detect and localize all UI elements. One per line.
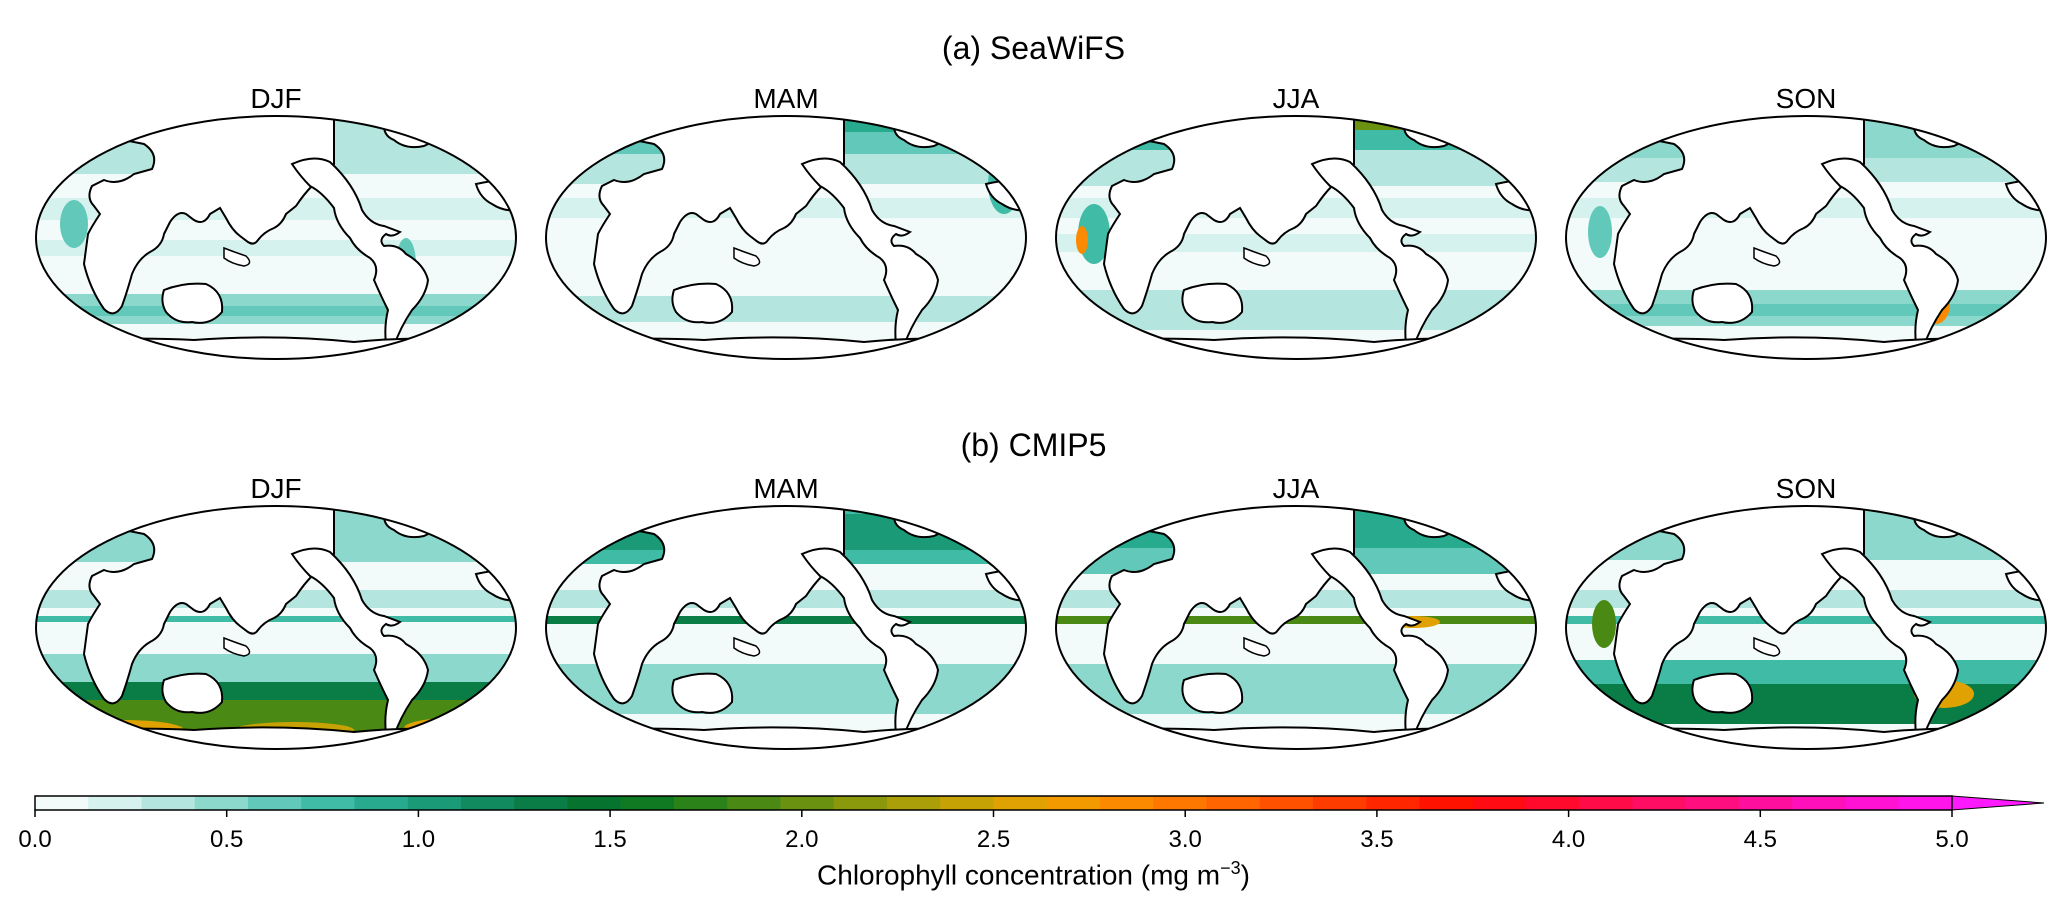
colorbar-cell bbox=[1526, 796, 1580, 810]
colorbar-cell bbox=[567, 796, 622, 810]
colorbar-cell bbox=[88, 796, 143, 810]
colorbar-cell bbox=[248, 796, 302, 810]
colorbar-tick-label: 3.0 bbox=[1168, 826, 1202, 853]
colorbar-cell bbox=[461, 796, 515, 810]
colorbar-cell bbox=[1472, 796, 1527, 810]
colorbar-cell bbox=[887, 796, 941, 810]
colorbar-tick-label: 2.0 bbox=[785, 826, 819, 853]
colorbar-cell bbox=[1046, 796, 1101, 810]
colorbar-label-main: Chlorophyll concentration (mg m bbox=[817, 859, 1221, 891]
colorbar-cell bbox=[1632, 796, 1687, 810]
map-seawifs-jja bbox=[1055, 115, 1537, 360]
colorbar-tick-label: 0.0 bbox=[18, 826, 52, 853]
colorbar-cell bbox=[1845, 796, 1900, 810]
colorbar bbox=[34, 795, 2045, 817]
map-seawifs-mam bbox=[545, 115, 1027, 360]
colorbar-tick-label: 1.0 bbox=[401, 826, 436, 853]
colorbar-tick-label: 3.5 bbox=[1360, 826, 1394, 853]
colorbar-extend-triangle bbox=[1951, 795, 2045, 811]
colorbar-label-exponent: −3 bbox=[1220, 858, 1241, 878]
colorbar-cell bbox=[35, 796, 89, 810]
colorbar-cell bbox=[1153, 796, 1208, 810]
colorbar-cell bbox=[1792, 796, 1847, 810]
colorbar-cell bbox=[194, 796, 249, 810]
colorbar-cell bbox=[514, 796, 569, 810]
colorbar-cell bbox=[1313, 796, 1367, 810]
colorbar-tick-label: 0.5 bbox=[210, 826, 244, 853]
map-cmip5-mam bbox=[545, 505, 1027, 750]
colorbar-cell bbox=[1579, 796, 1634, 810]
colorbar-cell bbox=[674, 796, 728, 810]
colorbar-tick-label: 4.5 bbox=[1743, 826, 1777, 853]
colorbar-cell bbox=[940, 796, 995, 810]
colorbar-cell bbox=[354, 796, 409, 810]
colorbar-cell bbox=[1259, 796, 1314, 810]
colorbar-tick-label: 4.0 bbox=[1551, 826, 1586, 853]
colorbar-cell bbox=[1739, 796, 1793, 810]
panel-title: JJA bbox=[1272, 473, 1320, 504]
colorbar-cell bbox=[993, 796, 1048, 810]
colorbar-tick-label: 1.5 bbox=[593, 826, 627, 853]
map-cmip5-djf bbox=[35, 505, 517, 750]
colorbar-cell bbox=[1366, 796, 1421, 810]
row-title-seawifs: (a) SeaWiFS bbox=[941, 30, 1126, 66]
row-title-cmip5: (b) CMIP5 bbox=[960, 427, 1107, 463]
panel-title: MAM bbox=[753, 473, 819, 504]
panel-title: MAM bbox=[753, 83, 819, 114]
colorbar-tick-label: 5.0 bbox=[1935, 826, 1969, 853]
colorbar-label: Chlorophyll concentration (mg m−3) bbox=[0, 858, 2067, 891]
colorbar-cell bbox=[1419, 796, 1474, 810]
colorbar-ticks bbox=[34, 810, 1953, 817]
colorbar-cell bbox=[1206, 796, 1261, 810]
map-cmip5-jja bbox=[1055, 505, 1537, 750]
colorbar-cell bbox=[727, 796, 782, 810]
panel-title: DJF bbox=[250, 473, 302, 504]
colorbar-cell bbox=[1100, 796, 1154, 810]
colorbar-tick-label: 2.5 bbox=[976, 826, 1011, 853]
map-seawifs-djf bbox=[35, 115, 517, 360]
colorbar-cell bbox=[141, 796, 196, 810]
colorbar-cell bbox=[301, 796, 356, 810]
colorbar-label-end: ) bbox=[1240, 859, 1250, 891]
panel-title: DJF bbox=[250, 83, 302, 114]
panel-title: SON bbox=[1775, 473, 1837, 504]
colorbar-cell bbox=[407, 796, 462, 810]
panel-title: JJA bbox=[1272, 83, 1320, 114]
colorbar-cell bbox=[620, 796, 675, 810]
colorbar-cells bbox=[35, 796, 1953, 810]
colorbar-cell bbox=[833, 796, 888, 810]
map-seawifs-son bbox=[1565, 115, 2047, 360]
colorbar-cell bbox=[1898, 796, 1953, 810]
panel-title: SON bbox=[1775, 83, 1837, 114]
colorbar-cell bbox=[780, 796, 835, 810]
colorbar-cell bbox=[1685, 796, 1740, 810]
map-cmip5-son bbox=[1565, 505, 2047, 750]
